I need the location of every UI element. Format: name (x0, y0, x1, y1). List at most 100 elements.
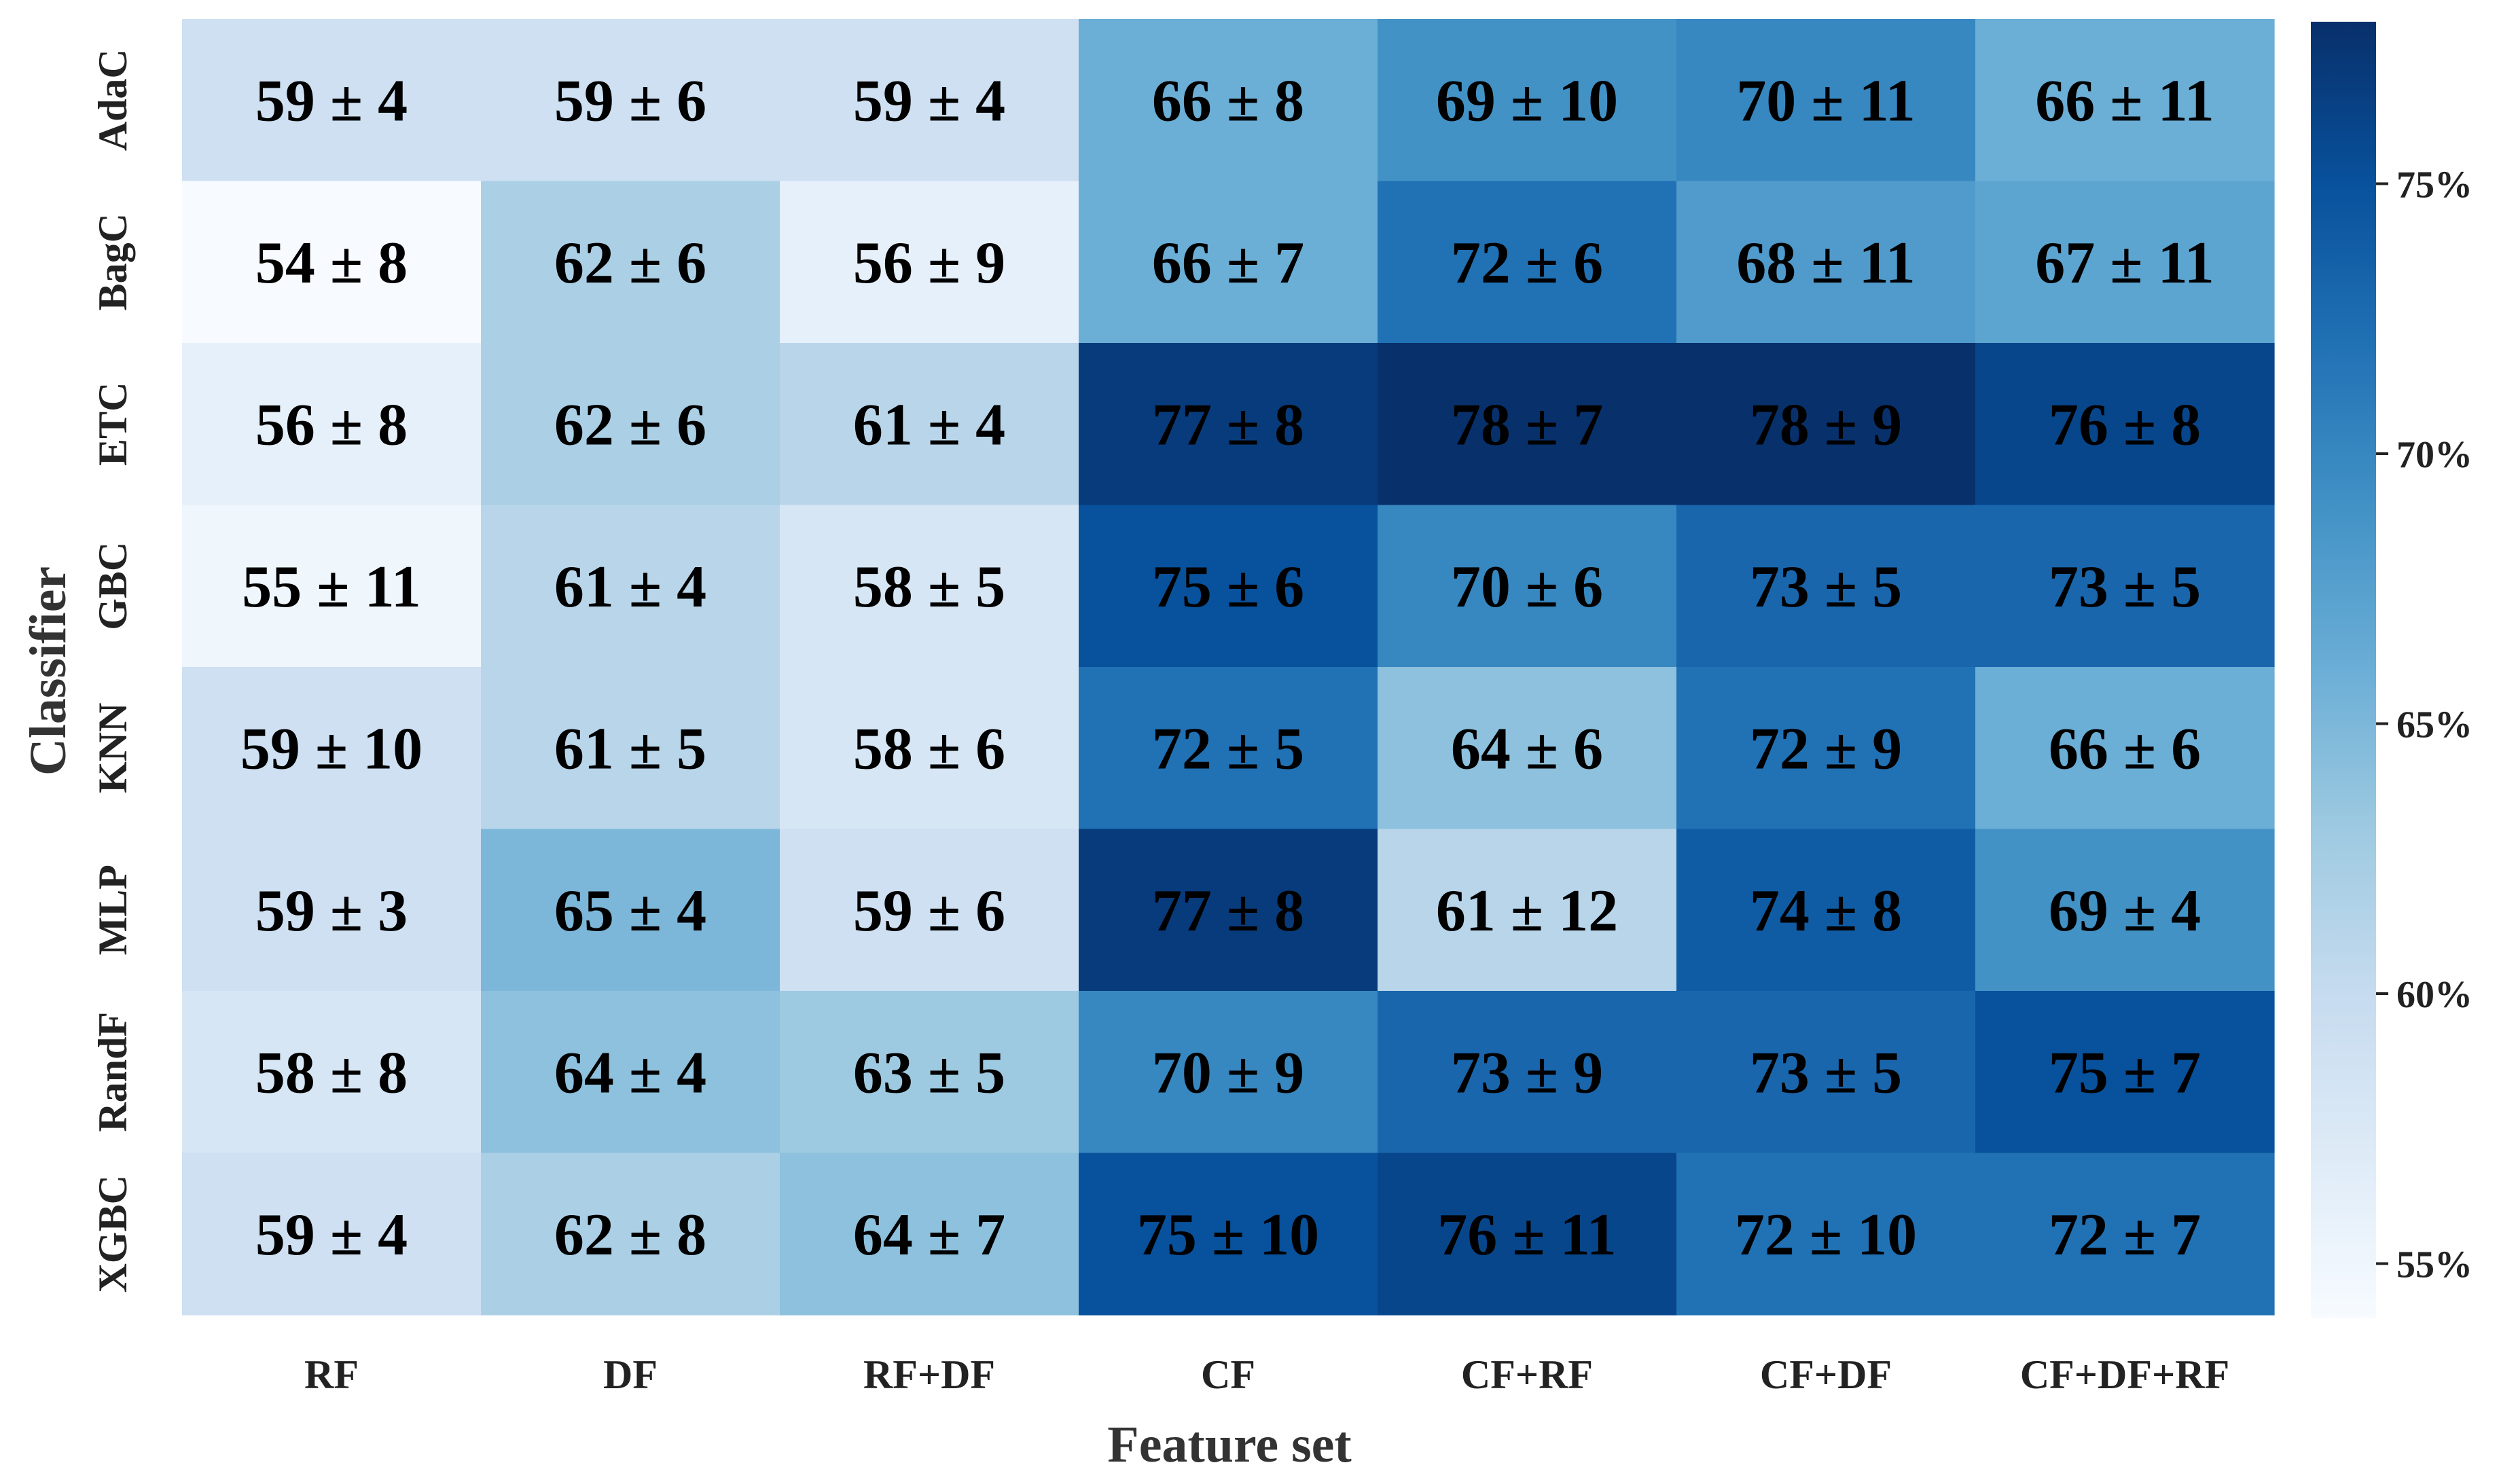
cell-value-label: 58 ± 8 (255, 1040, 408, 1106)
heatmap-cell (182, 181, 482, 344)
heatmap-cell (1079, 991, 1378, 1154)
cell-value-label: 73 ± 5 (1750, 1040, 1902, 1106)
heatmap-cell (182, 19, 482, 182)
cell-value-label: 64 ± 4 (554, 1040, 706, 1106)
cell-value-label: 58 ± 5 (853, 554, 1005, 620)
y-tick-label: BagC (90, 213, 135, 310)
heatmap-cells (182, 19, 2275, 1316)
cell-value-label: 69 ± 4 (2049, 878, 2201, 944)
heatmap-cell (1676, 991, 1976, 1154)
heatmap-cell (481, 505, 780, 668)
x-axis-ticks: RF DF RF+DF CF CF+RF CF+DF CF+DF+RF (304, 1352, 2229, 1397)
cell-value-label: 76 ± 8 (2049, 392, 2201, 458)
heatmap-cell (1975, 505, 2275, 668)
heatmap-cell (182, 991, 482, 1154)
colorbar-tick-label: 65% (2396, 704, 2473, 746)
cell-value-label: 72 ± 10 (1735, 1202, 1917, 1268)
y-tick-label: GBC (90, 542, 135, 630)
heatmap-cell (182, 667, 482, 830)
cell-value-label: 72 ± 5 (1152, 716, 1304, 782)
cell-value-label: 55 ± 11 (242, 554, 420, 620)
heatmap-cell (1676, 667, 1976, 830)
heatmap-cell (1975, 991, 2275, 1154)
heatmap-cell (1676, 343, 1976, 506)
heatmap-cell (1975, 181, 2275, 344)
y-axis-ticks: AdaC BagC ETC GBC KNN MLP RandF XGBC (90, 49, 135, 1292)
cell-value-label: 54 ± 8 (255, 230, 408, 296)
heatmap-cell (1676, 19, 1976, 182)
heatmap-cell (1676, 829, 1976, 992)
x-tick-label: RF (304, 1352, 359, 1397)
cell-value-label: 77 ± 8 (1152, 878, 1304, 944)
heatmap-cell (1676, 181, 1976, 344)
cell-value-label: 61 ± 4 (853, 392, 1005, 458)
heatmap-cell (780, 991, 1079, 1154)
heatmap-cell (1079, 343, 1378, 506)
heatmap-cell (1975, 667, 2275, 830)
cell-value-label: 75 ± 7 (2049, 1040, 2201, 1106)
heatmap-cell (780, 505, 1079, 668)
colorbar (2311, 22, 2376, 1318)
cell-value-label: 77 ± 8 (1152, 392, 1304, 458)
x-tick-label: DF (603, 1352, 658, 1397)
y-tick-label: AdaC (90, 49, 135, 151)
cell-value-label: 61 ± 4 (554, 554, 706, 620)
cell-value-label: 59 ± 4 (255, 68, 408, 134)
heatmap-cell (481, 19, 780, 182)
heatmap-cell (182, 343, 482, 506)
heatmap-cell (1975, 1153, 2275, 1316)
heatmap-cell (1079, 505, 1378, 668)
cell-value-label: 65 ± 4 (554, 878, 706, 944)
heatmap-cell (1079, 667, 1378, 830)
cell-value-label: 58 ± 6 (853, 716, 1005, 782)
heatmap-cell (780, 667, 1079, 830)
cell-value-label: 56 ± 8 (255, 392, 408, 458)
heatmap-cell (481, 343, 780, 506)
heatmap-cell (780, 829, 1079, 992)
heatmap-cell (1079, 1153, 1378, 1316)
heatmap-cell (1975, 829, 2275, 992)
cell-value-label: 62 ± 6 (554, 230, 706, 296)
cell-value-label: 70 ± 9 (1152, 1040, 1304, 1106)
cell-value-label: 59 ± 6 (853, 878, 1005, 944)
cell-value-label: 78 ± 7 (1451, 392, 1603, 458)
cell-value-label: 68 ± 11 (1736, 230, 1915, 296)
cell-value-label: 61 ± 5 (554, 716, 706, 782)
cell-value-label: 74 ± 8 (1750, 878, 1902, 944)
cell-value-label: 62 ± 8 (554, 1202, 706, 1268)
cell-value-label: 62 ± 6 (554, 392, 706, 458)
x-tick-label: CF (1201, 1352, 1255, 1397)
x-axis-title: Feature set (1107, 1416, 1351, 1473)
heatmap-cell (481, 181, 780, 344)
colorbar-tick-label: 55% (2396, 1244, 2473, 1286)
cell-value-label: 69 ± 10 (1436, 68, 1618, 134)
cell-value-label: 59 ± 4 (853, 68, 1005, 134)
cell-value-label: 64 ± 7 (853, 1202, 1005, 1268)
heatmap-cell (481, 1153, 780, 1316)
heatmap-cell (1378, 181, 1677, 344)
heatmap-cell (1378, 505, 1677, 668)
heatmap-cell (1378, 19, 1677, 182)
cell-value-label: 72 ± 6 (1451, 230, 1603, 296)
cell-value-label: 64 ± 6 (1451, 716, 1603, 782)
cell-value-label: 61 ± 12 (1436, 878, 1618, 944)
heatmap-cell (780, 19, 1079, 182)
colorbar-tick-label: 75% (2396, 164, 2473, 206)
y-tick-label: RandF (90, 1012, 135, 1132)
heatmap-cell (1975, 19, 2275, 182)
cell-value-label: 72 ± 9 (1750, 716, 1902, 782)
cell-value-label: 70 ± 11 (1736, 68, 1915, 134)
heatmap-cell (780, 1153, 1079, 1316)
heatmap-cell (481, 829, 780, 992)
cell-value-label: 72 ± 7 (2049, 1202, 2201, 1268)
cell-value-label: 66 ± 6 (2049, 716, 2201, 782)
heatmap-cell (182, 505, 482, 668)
cell-value-label: 66 ± 11 (2035, 68, 2214, 134)
colorbar-tick-label: 70% (2396, 434, 2473, 476)
x-tick-label: RF+DF (863, 1352, 995, 1397)
x-tick-label: CF+DF+RF (2020, 1352, 2229, 1397)
heatmap-cell (1676, 1153, 1976, 1316)
cell-value-label: 76 ± 11 (1437, 1202, 1616, 1268)
